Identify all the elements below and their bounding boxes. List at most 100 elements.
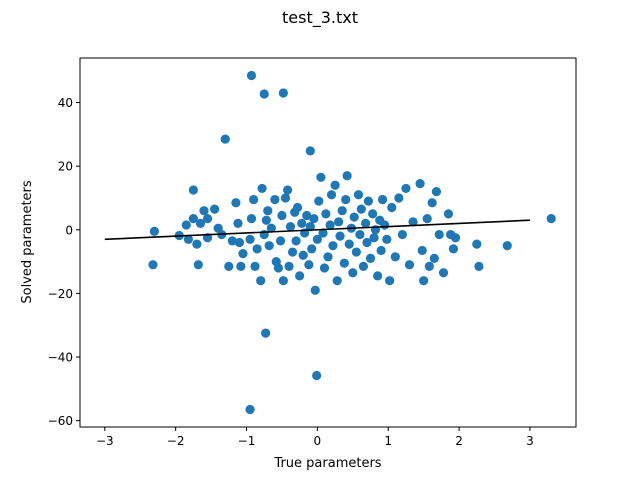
fit-line-layer — [104, 219, 530, 241]
data-point — [266, 223, 276, 233]
data-point — [419, 276, 429, 286]
data-point — [192, 239, 202, 249]
data-point — [314, 196, 324, 206]
data-point — [188, 185, 198, 195]
data-point — [321, 209, 331, 219]
data-point — [363, 196, 373, 206]
data-point — [332, 276, 342, 286]
data-point — [318, 228, 328, 238]
data-point — [328, 241, 338, 251]
data-point — [291, 236, 301, 246]
data-point — [404, 260, 415, 270]
data-point — [448, 244, 459, 254]
y-tick-label: 40 — [58, 96, 73, 110]
data-point — [358, 261, 369, 271]
data-point — [323, 252, 333, 262]
data-point — [376, 245, 386, 256]
data-point — [252, 244, 262, 254]
data-point — [368, 209, 378, 219]
data-point — [342, 171, 352, 181]
data-point — [438, 268, 449, 278]
x-axis-label: True parameters — [273, 456, 381, 471]
data-point — [424, 261, 434, 271]
x-tick-label: 1 — [384, 434, 392, 448]
data-point — [337, 206, 347, 216]
data-point — [394, 193, 404, 203]
data-point — [305, 221, 315, 232]
data-point — [356, 204, 366, 214]
data-point — [474, 261, 484, 271]
data-point — [450, 233, 461, 243]
data-point — [246, 214, 257, 224]
chart-title: test_3.txt — [282, 8, 358, 28]
y-tick-label: −40 — [48, 351, 73, 365]
data-point — [360, 218, 371, 229]
data-point — [351, 247, 361, 257]
data-point — [302, 210, 312, 221]
data-point — [149, 226, 159, 236]
data-point — [278, 88, 288, 98]
data-point — [422, 214, 432, 224]
data-point — [348, 268, 358, 278]
data-point — [263, 206, 273, 216]
data-point — [238, 249, 248, 259]
data-point — [233, 218, 243, 229]
data-point — [502, 241, 512, 251]
x-tick-label: 2 — [455, 434, 463, 448]
data-point — [224, 261, 234, 271]
data-point — [365, 253, 376, 264]
data-point — [181, 220, 191, 230]
data-point — [249, 194, 259, 205]
data-point — [427, 198, 437, 208]
data-point — [202, 214, 213, 224]
data-point — [377, 194, 388, 205]
x-tick-label: −2 — [167, 434, 185, 448]
x-axis-ticks: −3 −2 −1 0 1 2 3 — [96, 427, 534, 448]
data-point — [326, 190, 337, 200]
data-point — [280, 193, 291, 203]
data-point — [257, 183, 267, 194]
y-tick-label: −20 — [48, 287, 73, 301]
data-point — [183, 234, 194, 244]
data-point — [309, 214, 319, 224]
data-point — [278, 276, 288, 286]
fit-line — [104, 219, 530, 241]
data-point — [298, 250, 308, 260]
x-tick-label: −1 — [238, 434, 256, 448]
data-point — [319, 263, 330, 273]
data-point — [415, 179, 425, 189]
data-point — [246, 70, 257, 81]
data-point — [259, 89, 269, 99]
data-point — [472, 239, 482, 249]
data-point — [417, 245, 427, 256]
data-point — [195, 218, 206, 229]
data-point — [193, 260, 203, 270]
data-point — [431, 187, 442, 197]
data-point — [304, 260, 314, 270]
data-point — [273, 263, 283, 273]
data-point — [385, 276, 395, 286]
data-point — [287, 247, 298, 257]
data-point — [380, 220, 390, 230]
data-point — [148, 260, 158, 270]
data-point — [369, 233, 379, 243]
data-point — [434, 229, 444, 240]
points-layer — [148, 70, 556, 415]
data-point — [188, 214, 198, 224]
data-point — [546, 214, 556, 224]
data-point — [335, 231, 345, 241]
data-point — [339, 258, 349, 268]
data-point — [408, 217, 418, 227]
data-point — [334, 217, 344, 227]
data-point — [310, 285, 320, 295]
data-point — [429, 253, 439, 264]
y-tick-label: −60 — [48, 414, 73, 428]
data-point — [341, 194, 351, 205]
data-point — [285, 221, 296, 232]
data-point — [353, 190, 364, 200]
data-point — [275, 236, 286, 246]
data-point — [227, 236, 237, 246]
data-point — [312, 370, 322, 381]
data-point — [210, 204, 220, 214]
data-point — [284, 261, 294, 271]
